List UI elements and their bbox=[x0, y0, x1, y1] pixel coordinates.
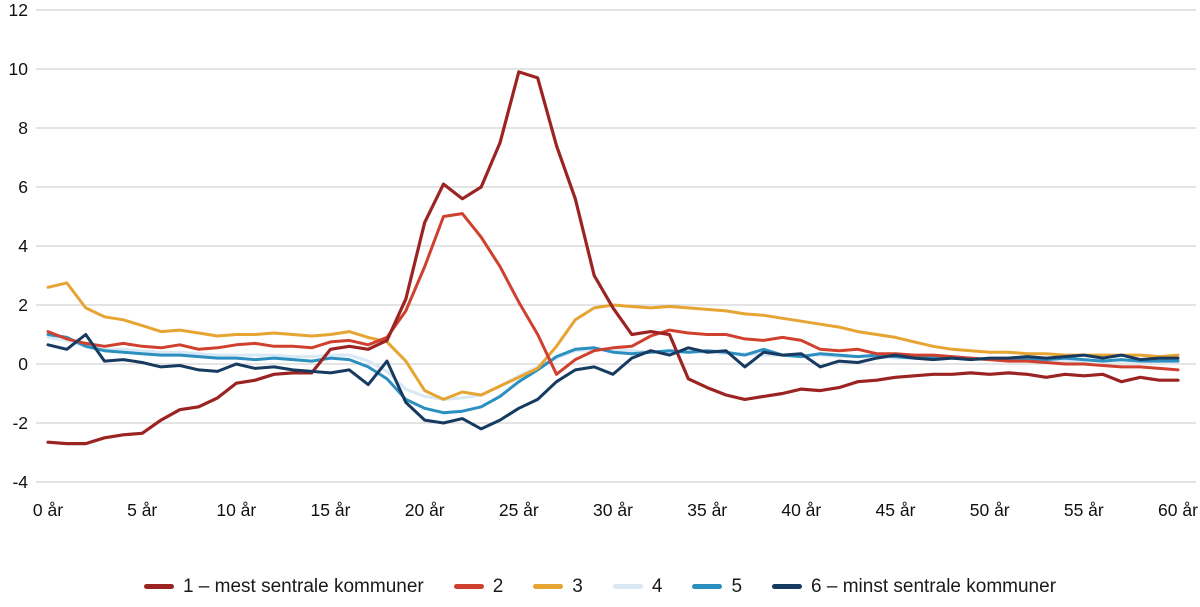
y-axis-label: -2 bbox=[12, 413, 28, 433]
y-axis-label: -4 bbox=[12, 472, 28, 492]
legend-label-5: 5 bbox=[731, 576, 743, 597]
legend-swatch-3 bbox=[533, 584, 564, 589]
x-axis-label: 15 år bbox=[311, 500, 351, 520]
y-axis-label: 4 bbox=[18, 236, 28, 256]
y-axis-label: 6 bbox=[18, 177, 28, 197]
legend-item-5: 5 bbox=[692, 577, 742, 596]
chart-legend: 1 – mest sentrale kommuner 2 3 4 5 6 – m… bbox=[0, 577, 1200, 596]
legend-item-3: 3 bbox=[533, 577, 583, 596]
legend-label-3: 3 bbox=[572, 576, 583, 597]
legend-item-2: 2 bbox=[453, 576, 504, 597]
legend-swatch-2 bbox=[453, 584, 484, 589]
y-axis-label: 0 bbox=[18, 354, 28, 374]
y-axis-label: 12 bbox=[9, 0, 28, 20]
legend-swatch-4 bbox=[612, 584, 643, 589]
line-chart: 12 10 8 6 4 2 0 -2 -40 år 5 år 10 år 15 år 20 år 25 å… bbox=[9, 0, 1199, 520]
legend-label-6: 6 – minst sentrale kommuner bbox=[811, 576, 1057, 597]
y-axis-label: 10 bbox=[9, 59, 29, 79]
legend-label-1: 1 – mest sentrale kommuner bbox=[182, 576, 424, 597]
x-axis-label: 25 år bbox=[499, 500, 539, 520]
legend-swatch-5 bbox=[692, 584, 723, 589]
legend-item-1: 1 – mest sentrale kommuner bbox=[143, 576, 424, 597]
legend-swatch-1 bbox=[143, 584, 174, 589]
x-axis-label: 55 år bbox=[1064, 500, 1104, 520]
x-axis-label: 5 år bbox=[127, 500, 157, 520]
legend-swatch-6 bbox=[772, 584, 803, 589]
x-axis-label: 30 år bbox=[593, 500, 633, 520]
x-axis-label: 50 år bbox=[970, 500, 1010, 520]
x-axis-label: 45 år bbox=[876, 500, 916, 520]
x-axis-label: 0 år bbox=[33, 500, 63, 520]
legend-item-4: 4 bbox=[612, 576, 663, 597]
x-axis-label: 10 år bbox=[216, 500, 256, 520]
x-axis-label: 60 år bbox=[1158, 500, 1198, 520]
x-axis-label: 35 år bbox=[687, 500, 727, 520]
series-line-6 bbox=[46, 333, 1180, 431]
legend-label-4: 4 bbox=[651, 576, 663, 597]
y-axis-label: 2 bbox=[18, 295, 28, 315]
series-line-3 bbox=[46, 281, 1180, 401]
series-line-1 bbox=[46, 70, 1180, 446]
x-axis-label: 20 år bbox=[405, 500, 445, 520]
legend-item-6: 6 – minst sentrale kommuner bbox=[772, 577, 1056, 596]
x-axis-label: 40 år bbox=[781, 500, 821, 520]
legend-label-2: 2 bbox=[492, 576, 504, 597]
y-axis-label: 8 bbox=[18, 118, 28, 138]
